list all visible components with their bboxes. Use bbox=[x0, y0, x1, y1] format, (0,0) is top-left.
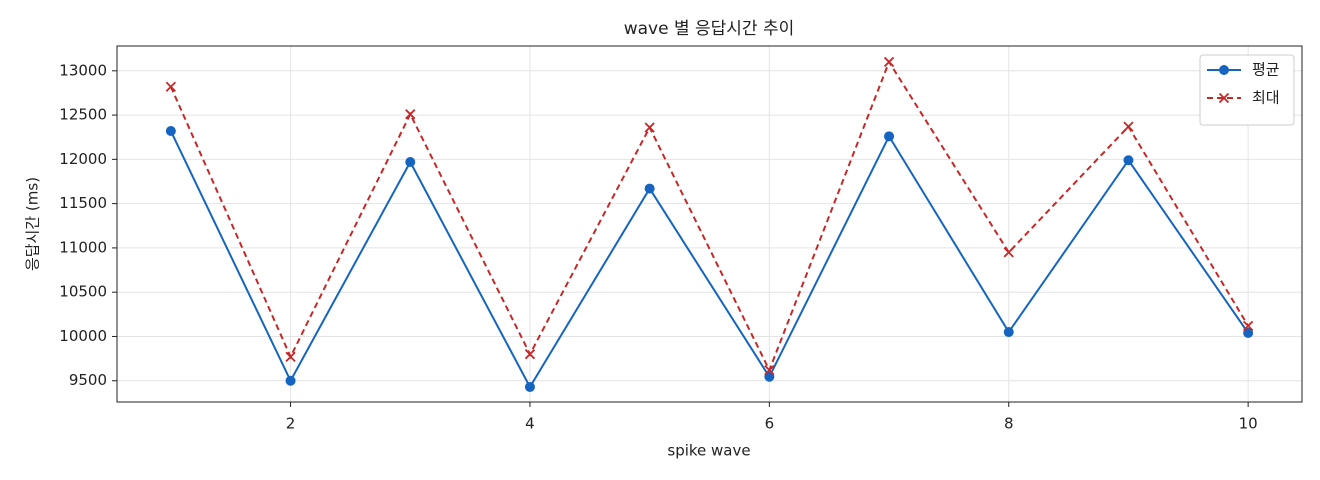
marker bbox=[285, 351, 296, 362]
marker bbox=[1003, 247, 1014, 258]
marker bbox=[644, 183, 655, 194]
marker bbox=[165, 126, 176, 137]
marker bbox=[1219, 65, 1229, 75]
y-tick-label: 10500 bbox=[59, 283, 107, 301]
legend-label: 최대 bbox=[1252, 89, 1280, 107]
y-tick-label: 12500 bbox=[59, 106, 107, 124]
x-tick-label: 6 bbox=[765, 415, 775, 433]
marker bbox=[1003, 327, 1014, 338]
marker bbox=[285, 375, 296, 386]
marker bbox=[764, 371, 775, 382]
marker bbox=[764, 364, 775, 376]
y-tick-label: 12000 bbox=[59, 150, 107, 168]
marker bbox=[1123, 121, 1134, 132]
y-tick-label: 11500 bbox=[59, 194, 107, 212]
y-tick-label: 10000 bbox=[59, 327, 107, 345]
marker bbox=[1243, 327, 1254, 338]
x-tick-label: 8 bbox=[1004, 415, 1014, 433]
marker bbox=[644, 122, 655, 133]
legend-label: 평균 bbox=[1252, 61, 1280, 79]
marker bbox=[884, 131, 895, 142]
y-tick-label: 13000 bbox=[59, 61, 107, 79]
marker bbox=[883, 56, 895, 68]
marker bbox=[524, 381, 535, 392]
marker bbox=[1123, 155, 1134, 166]
chart-title: wave 별 응답시간 추이 bbox=[624, 19, 795, 39]
x-tick-label: 4 bbox=[525, 415, 535, 433]
y-tick-label: 9500 bbox=[69, 371, 107, 389]
marker bbox=[1218, 92, 1230, 104]
series-line bbox=[169, 130, 1249, 389]
marker bbox=[1243, 320, 1254, 331]
y-axis-label: 응답시간 (ms) bbox=[24, 177, 42, 271]
plot-frame bbox=[116, 45, 1303, 403]
x-axis-label: spike wave bbox=[667, 442, 750, 460]
y-tick-label: 11000 bbox=[59, 238, 107, 256]
legend-box bbox=[1199, 54, 1295, 126]
series-line bbox=[169, 59, 1249, 373]
marker bbox=[405, 157, 416, 168]
marker bbox=[524, 349, 536, 360]
marker bbox=[405, 109, 416, 120]
x-tick-label: 10 bbox=[1239, 415, 1258, 433]
x-tick-label: 2 bbox=[286, 415, 296, 433]
marker bbox=[165, 81, 177, 92]
